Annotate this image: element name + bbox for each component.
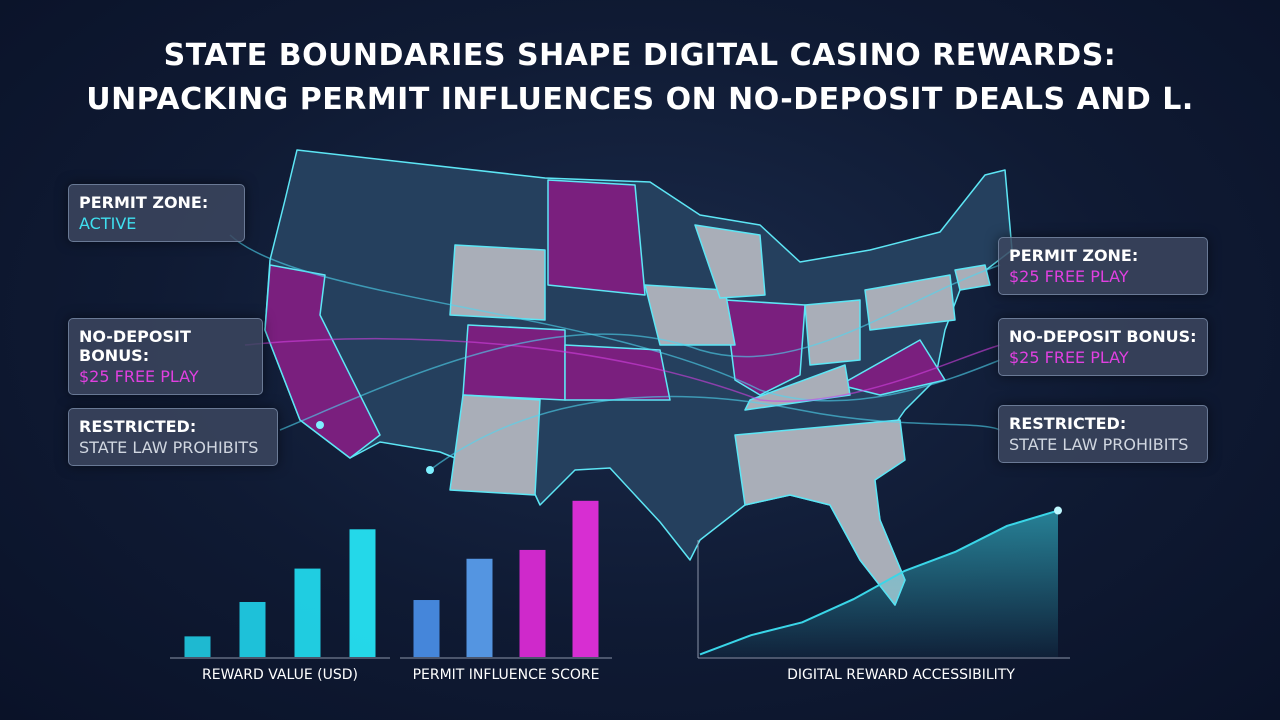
connector [229, 234, 1001, 402]
callout: PERMIT ZONE: $25 FREE PLAY [998, 237, 1208, 295]
callout: NO-DEPOSIT BONUS: $25 FREE PLAY [68, 318, 263, 395]
callout-detail: $25 FREE PLAY [1009, 348, 1129, 367]
bar [349, 529, 376, 657]
state-il-in [724, 299, 806, 396]
state-southeast [734, 419, 906, 606]
bar [184, 636, 211, 657]
state-ks [564, 344, 671, 401]
callout: PERMIT ZONE: ACTIVE [68, 184, 245, 242]
end-point [1054, 506, 1062, 515]
state-dakotas [547, 179, 646, 296]
callout-detail: STATE LAW PROHIBITS [79, 438, 259, 457]
bar [519, 549, 546, 657]
connector-dot [426, 466, 434, 474]
callout-label: RESTRICTED: [1009, 414, 1127, 433]
state-co [462, 324, 566, 401]
bar [466, 558, 493, 657]
state-ca [264, 264, 381, 459]
bar [239, 601, 266, 657]
connector [429, 395, 1001, 471]
state-wi [694, 224, 766, 299]
state-pa-ny [864, 274, 956, 331]
bar [294, 568, 321, 657]
callout-label: NO-DEPOSIT BONUS: [1009, 327, 1197, 346]
callout-label: NO-DEPOSIT BONUS: [79, 327, 191, 365]
connector [244, 338, 1001, 402]
callout-detail: $25 FREE PLAY [1009, 267, 1129, 286]
callout-detail: ACTIVE [79, 214, 137, 233]
callout-label: RESTRICTED: [79, 417, 197, 436]
x-axis-label: REWARD VALUE (USD) [202, 667, 358, 683]
callout-label: PERMIT ZONE: [1009, 246, 1139, 265]
callout-detail: $25 FREE PLAY [79, 367, 199, 386]
map [264, 149, 1013, 606]
x-axis-label: DIGITAL REWARD ACCESSIBILITY [787, 667, 1015, 683]
callout: RESTRICTED: STATE LAW PROHIBITS [998, 405, 1208, 463]
state-me [954, 264, 991, 291]
connector [279, 264, 1001, 431]
state-nm [449, 394, 541, 496]
bar [572, 500, 599, 657]
line [699, 509, 1059, 656]
state-oh [804, 299, 861, 366]
title-line: STATE BOUNDARIES SHAPE DIGITAL CASINO RE… [163, 38, 1117, 73]
title: STATE BOUNDARIES SHAPE DIGITAL CASINO RE… [0, 34, 1280, 122]
x-axis-label: PERMIT INFLUENCE SCORE [413, 667, 600, 683]
area [700, 510, 1058, 657]
title-line: UNPACKING PERMIT INFLUENCES ON NO-DEPOSI… [86, 82, 1194, 117]
state-midwest [644, 284, 736, 346]
connectors [229, 234, 1001, 474]
state-wy [449, 244, 546, 321]
callout-detail: STATE LAW PROHIBITS [1009, 435, 1189, 454]
callout-label: PERMIT ZONE: [79, 193, 209, 212]
callout: RESTRICTED: STATE LAW PROHIBITS [68, 408, 278, 466]
bar [413, 600, 440, 657]
connector-dot [316, 421, 324, 429]
callout: NO-DEPOSIT BONUS: $25 FREE PLAY [998, 318, 1208, 376]
